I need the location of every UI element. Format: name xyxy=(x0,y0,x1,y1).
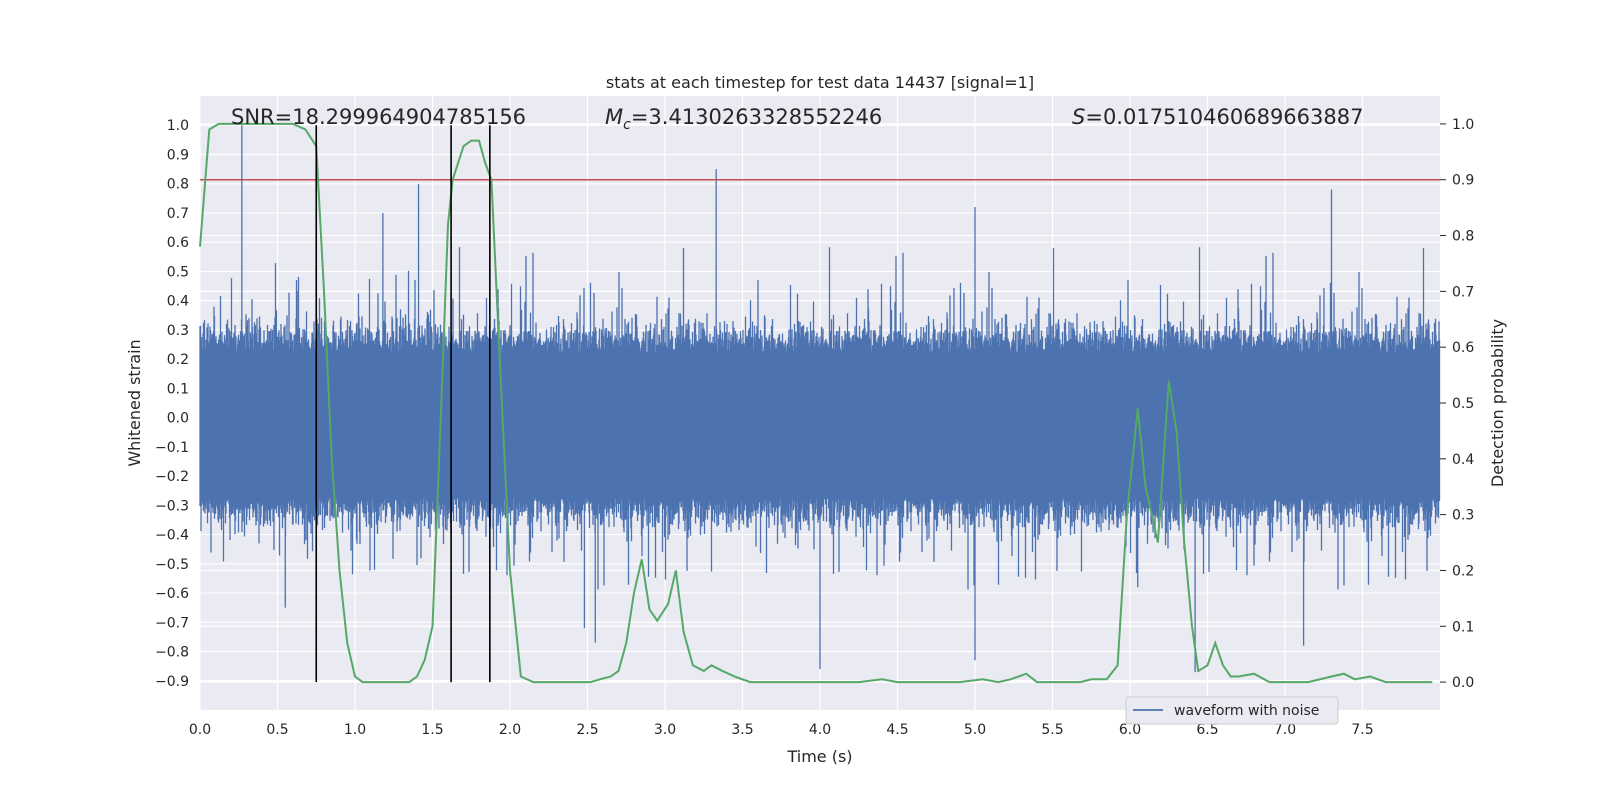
legend-waveform-label: waveform with noise xyxy=(1174,703,1319,719)
y-right-tick-label: 0.5 xyxy=(1452,396,1474,412)
s-symbol: S xyxy=(1072,105,1085,129)
y-left-tick-label: 0.9 xyxy=(167,147,189,163)
y-left-tick-label: −0.5 xyxy=(155,557,189,573)
y-left-tick-label: −0.1 xyxy=(155,440,189,456)
s-value: =0.017510460689663887 xyxy=(1085,105,1363,129)
waveform-series xyxy=(199,125,1441,672)
x-tick-label: 4.5 xyxy=(886,722,908,738)
legend: waveform with noise xyxy=(1125,696,1339,725)
y-left-tick-label: 0.4 xyxy=(167,294,189,310)
x-tick-label: 6.5 xyxy=(1196,722,1218,738)
x-tick-label: 5.5 xyxy=(1041,722,1063,738)
x-tick-label: 7.0 xyxy=(1274,722,1296,738)
probability-series xyxy=(199,122,1433,684)
y-axis-right-ticks: 0.0 0.1 0.2 0.3 0.4 0.5 0.6 0.7 0.8 0.9 1.0 xyxy=(1440,117,1474,691)
x-axis-label: Time (s) xyxy=(786,747,852,766)
y-right-tick-label: 1.0 xyxy=(1452,117,1474,133)
y-right-tick-label: 0.1 xyxy=(1452,619,1474,635)
y-left-tick-label: −0.7 xyxy=(155,615,189,631)
y-left-tick-label: 0.1 xyxy=(167,381,189,397)
x-tick-label: 0.0 xyxy=(189,722,211,738)
s-annotation: S=0.017510460689663887 xyxy=(1072,105,1363,129)
x-tick-label: 4.0 xyxy=(809,722,831,738)
y-right-tick-label: 0.2 xyxy=(1452,563,1474,579)
legend-box xyxy=(1125,696,1339,725)
x-tick-label: 2.0 xyxy=(499,722,521,738)
x-axis-ticks: 0.0 0.5 1.0 1.5 2.0 2.5 3.0 3.5 4.0 4.5 5.0 5.5 6.0 6… xyxy=(189,722,1374,738)
mc-annotation: Mc=3.4130263328552246 xyxy=(605,105,882,133)
mc-subscript: c xyxy=(623,117,631,133)
x-tick-label: 1.0 xyxy=(344,722,366,738)
y-right-tick-label: 0.8 xyxy=(1452,229,1474,245)
y-left-tick-label: −0.4 xyxy=(155,528,189,544)
y-left-tick-label: 0.3 xyxy=(167,323,189,339)
y-left-tick-label: 0.6 xyxy=(167,235,189,251)
y-left-tick-label: 0.2 xyxy=(167,352,189,368)
snr-annotation: SNR=18.299964904785156 xyxy=(231,105,526,129)
detection-probability-line xyxy=(199,122,1433,684)
y-axis-left-label: Whitened strain xyxy=(125,339,144,466)
y-left-tick-label: 1.0 xyxy=(167,118,189,134)
x-tick-label: 3.5 xyxy=(731,722,753,738)
y-left-tick-label: −0.8 xyxy=(155,645,189,661)
chart-title: stats at each timestep for test data 144… xyxy=(606,73,1034,92)
y-right-tick-label: 0.3 xyxy=(1452,508,1474,524)
x-tick-label: 3.0 xyxy=(654,722,676,738)
y-right-tick-label: 0.0 xyxy=(1452,675,1474,691)
y-right-tick-label: 0.9 xyxy=(1452,173,1474,189)
mc-symbol: M xyxy=(605,105,623,129)
y-left-tick-label: −0.6 xyxy=(155,586,189,602)
y-left-tick-label: −0.2 xyxy=(155,469,189,485)
x-tick-label: 7.5 xyxy=(1351,722,1373,738)
y-left-tick-label: −0.9 xyxy=(155,674,189,690)
y-left-tick-label: 0.0 xyxy=(167,411,189,427)
y-right-tick-label: 0.7 xyxy=(1452,284,1474,300)
y-left-tick-label: 0.8 xyxy=(167,177,189,193)
y-right-tick-label: 0.6 xyxy=(1452,340,1474,356)
x-tick-label: 0.5 xyxy=(266,722,288,738)
x-tick-label: 5.0 xyxy=(964,722,986,738)
y-left-tick-label: −0.3 xyxy=(155,498,189,514)
y-left-tick-label: 0.5 xyxy=(167,264,189,280)
x-tick-label: 1.5 xyxy=(421,722,443,738)
mc-value: =3.4130263328552246 xyxy=(631,105,882,129)
y-axis-right-label: Detection probability xyxy=(1488,319,1507,487)
y-right-tick-label: 0.4 xyxy=(1452,452,1474,468)
x-tick-label: 6.0 xyxy=(1119,722,1141,738)
x-tick-label: 2.5 xyxy=(576,722,598,738)
y-left-tick-label: 0.7 xyxy=(167,206,189,222)
waveform-trace xyxy=(199,125,1441,672)
vertical-markers xyxy=(315,125,491,683)
y-axis-left-ticks: −0.9 −0.8 −0.7 −0.6 −0.5 −0.4 −0.3 −0.2 −0.1 0.0 0… xyxy=(155,118,189,690)
